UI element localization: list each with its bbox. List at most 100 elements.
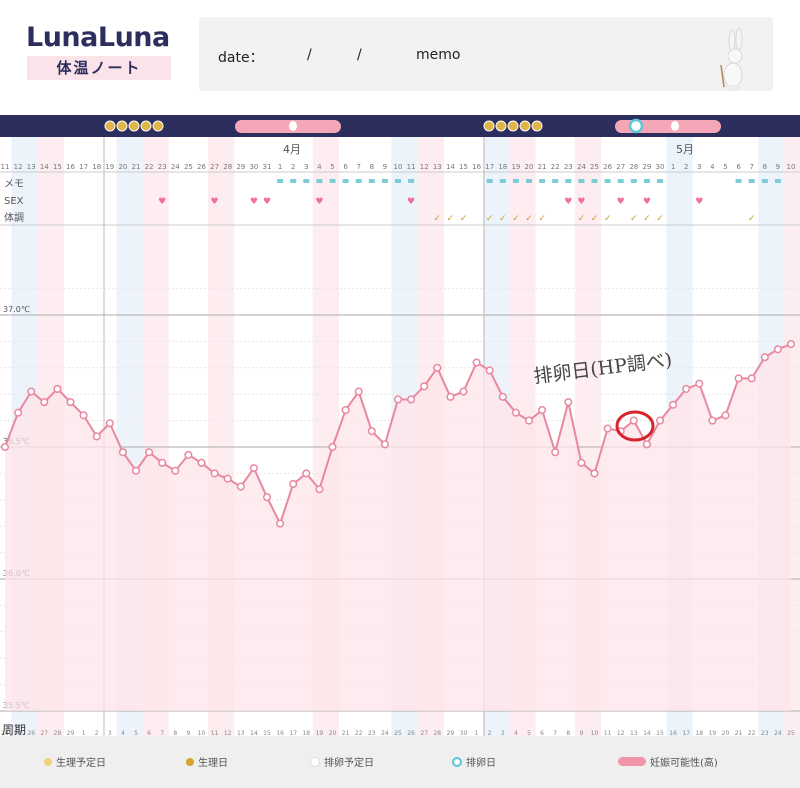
app-logo: LunaLuna bbox=[26, 22, 170, 53]
legend-ovulation-predicted: 排卵予定日 bbox=[310, 754, 374, 769]
heart-icon: ♥ bbox=[617, 197, 625, 207]
cycle-tick-label: 7 bbox=[160, 730, 164, 736]
memo-mark-icon bbox=[761, 179, 768, 183]
memo-label: memo bbox=[416, 47, 461, 63]
memo-mark-icon bbox=[578, 179, 585, 183]
check-icon: ✓ bbox=[604, 214, 612, 224]
temperature-point bbox=[14, 408, 23, 417]
cycle-tick-label: 10 bbox=[198, 730, 206, 736]
cycle-tick-label: 13 bbox=[237, 730, 245, 736]
moon-period-icon bbox=[531, 120, 543, 132]
month-label-may: 5月 bbox=[676, 143, 694, 156]
cycle-tick-label: 24 bbox=[1, 730, 9, 736]
date-tick-label: 20 bbox=[525, 163, 534, 171]
cycle-tick-label: 17 bbox=[682, 730, 690, 736]
cycle-tick-label: 9 bbox=[579, 730, 583, 736]
temperature-point bbox=[433, 363, 442, 372]
date-tick-label: 8 bbox=[370, 163, 374, 171]
date-tick-label: 3 bbox=[697, 163, 701, 171]
memo-mark-icon bbox=[552, 179, 559, 183]
temperature-point bbox=[210, 469, 219, 478]
cycle-tick-label: 27 bbox=[420, 730, 428, 736]
memo-mark-icon bbox=[329, 179, 336, 183]
temperature-point bbox=[407, 395, 416, 404]
cycle-tick-label: 14 bbox=[250, 730, 258, 736]
cycle-tick-label: 24 bbox=[381, 730, 389, 736]
date-tick-label: 4 bbox=[710, 163, 715, 171]
cycle-tick-label: 4 bbox=[121, 730, 125, 736]
cycle-tick-label: 2 bbox=[95, 730, 99, 736]
temperature-point bbox=[197, 458, 206, 467]
temperature-point bbox=[459, 387, 468, 396]
date-tick-label: 18 bbox=[92, 163, 101, 171]
moon-period-icon bbox=[186, 757, 194, 766]
date-tick-label: 9 bbox=[383, 163, 387, 171]
memo-mark-icon bbox=[604, 179, 611, 183]
heart-icon: ♥ bbox=[250, 197, 258, 207]
date-tick-label: 4 bbox=[317, 163, 322, 171]
temperature-point bbox=[642, 440, 651, 449]
temperature-point bbox=[380, 440, 389, 449]
date-tick-label: 17 bbox=[485, 163, 494, 171]
date-tick-label: 15 bbox=[459, 163, 468, 171]
temperature-point bbox=[695, 379, 704, 388]
cycle-tick-label: 1 bbox=[475, 730, 479, 736]
row-label-cycle: 周期 bbox=[2, 723, 26, 736]
moon-period-icon bbox=[104, 120, 116, 132]
temperature-point bbox=[551, 448, 560, 457]
temperature-point bbox=[184, 450, 193, 459]
cycle-tick-label: 10 bbox=[591, 730, 599, 736]
date-tick-label: 25 bbox=[184, 163, 193, 171]
check-icon: ✓ bbox=[434, 214, 442, 224]
temperature-point bbox=[577, 458, 586, 467]
cycle-tick-label: 28 bbox=[54, 730, 62, 736]
ovulation-icon bbox=[452, 756, 462, 767]
cycle-tick-label: 12 bbox=[224, 730, 232, 736]
memo-mark-icon bbox=[355, 179, 362, 183]
temperature-point bbox=[590, 469, 599, 478]
temperature-point bbox=[302, 469, 311, 478]
temperature-point bbox=[393, 395, 403, 404]
cycle-tick-label: 25 bbox=[787, 730, 795, 736]
temperature-point bbox=[354, 387, 363, 396]
temperature-point bbox=[721, 411, 730, 420]
temperature-point bbox=[669, 400, 678, 409]
cycle-tick-label: 19 bbox=[709, 730, 717, 736]
heart-icon: ♥ bbox=[577, 197, 585, 207]
check-icon: ✓ bbox=[525, 214, 533, 224]
ovulation-icon bbox=[628, 118, 644, 134]
date-tick-label: 30 bbox=[656, 163, 665, 171]
date-tick-label: 1 bbox=[278, 163, 282, 171]
temperature-point bbox=[236, 482, 245, 491]
legend-period-predicted: 生理予定日 bbox=[44, 754, 106, 769]
memo-mark-icon bbox=[342, 179, 349, 183]
memo-mark-icon bbox=[565, 179, 572, 183]
memo-mark-icon bbox=[303, 179, 310, 183]
date-tick-label: 2 bbox=[291, 163, 295, 171]
month-label-april: 4月 bbox=[283, 143, 301, 156]
date-slash-1: / bbox=[307, 47, 312, 63]
cycle-tick-label: 7 bbox=[553, 730, 557, 736]
heart-icon: ♥ bbox=[643, 197, 651, 207]
cycle-tick-label: 16 bbox=[669, 730, 677, 736]
cycle-tick-label: 3 bbox=[108, 730, 112, 736]
date-tick-label: 6 bbox=[343, 163, 348, 171]
cycle-tick-label: 17 bbox=[289, 730, 297, 736]
memo-mark-icon bbox=[277, 179, 284, 183]
legend-ovulation: 排卵日 bbox=[452, 754, 496, 769]
temperature-chart: 37.0℃36.5℃36.0℃35.5℃ 1112131415161718192… bbox=[0, 115, 800, 736]
temperature-point bbox=[249, 464, 258, 473]
cycle-tick-label: 13 bbox=[630, 730, 638, 736]
temperature-point bbox=[27, 387, 36, 396]
memo-mark-icon bbox=[512, 179, 519, 183]
date-tick-label: 11 bbox=[407, 163, 416, 171]
date-tick-label: 29 bbox=[236, 163, 245, 171]
date-tick-label: 19 bbox=[511, 163, 520, 171]
date-tick-label: 29 bbox=[642, 163, 651, 171]
ovulation-predicted-icon bbox=[289, 121, 297, 131]
cycle-tick-label: 28 bbox=[433, 730, 441, 736]
check-icon: ✓ bbox=[512, 214, 520, 224]
temperature-point bbox=[524, 416, 534, 425]
check-icon: ✓ bbox=[460, 214, 468, 224]
moon-period-icon bbox=[128, 120, 140, 132]
